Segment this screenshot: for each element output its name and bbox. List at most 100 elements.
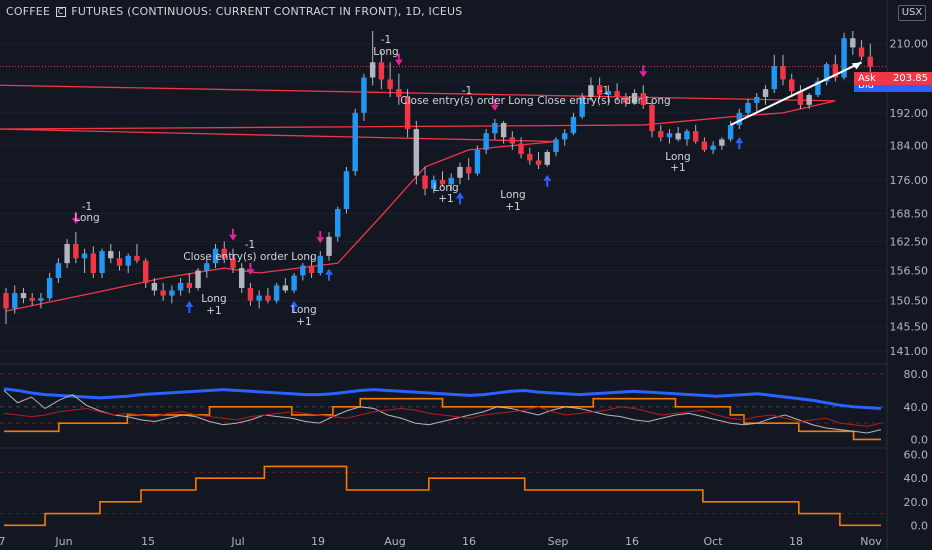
annotation-exit-count: -1 (82, 201, 92, 213)
candle-body (754, 96, 760, 103)
candle-body (282, 285, 289, 291)
candle-body (177, 282, 184, 291)
candle-body (422, 175, 428, 189)
candle-body (527, 154, 533, 161)
candle-body (815, 81, 821, 95)
candle-body (509, 137, 516, 144)
candle-body (788, 79, 795, 92)
candle-body (212, 248, 219, 264)
position-tick-label: 60.0 (904, 449, 929, 462)
time-tick-label: 15 (141, 535, 155, 548)
candle-body (483, 133, 489, 150)
oscillator-adx-line (3, 387, 882, 410)
price-tick-label: 210.00 (890, 38, 929, 51)
bid-label: Bid (858, 80, 874, 91)
strategy-signals (71, 53, 862, 314)
price-tick-label: 156.50 (890, 265, 929, 278)
candle-body (614, 91, 620, 97)
time-tick-label: 19 (311, 535, 325, 548)
annotation-exit-label: Close entry(s) order Long (537, 95, 670, 107)
annotation-exit-count: -1 (381, 34, 391, 46)
candle-body (186, 282, 193, 288)
ask-value: 203.85 (893, 73, 928, 84)
candle-body (195, 270, 201, 288)
position-tick-label: 40.0 (904, 472, 929, 485)
candle-body (81, 253, 88, 259)
candle-body (518, 143, 524, 155)
candle-body (553, 139, 559, 152)
currency-badge[interactable]: USX (898, 5, 926, 21)
candle-body (169, 290, 175, 296)
candle-body (326, 236, 332, 256)
exit-arrow-icon (490, 104, 499, 111)
candle-body (692, 131, 699, 142)
candle-body (596, 85, 603, 95)
annotation-exit-count: -1 (599, 85, 609, 97)
candle-body (99, 251, 105, 274)
symbol-name: COFFEE (6, 5, 51, 18)
candle-body (649, 104, 655, 132)
candle-body (413, 129, 420, 176)
candle-body (300, 265, 306, 276)
time-tick-label: 16 (625, 535, 639, 548)
candle-body (221, 248, 227, 259)
oscillator-dmi_minus-line (3, 406, 882, 427)
candle-body (465, 166, 472, 174)
time-tick-label: 7 (0, 535, 6, 548)
candlesticks[interactable] (3, 30, 873, 325)
candle-body (771, 66, 777, 90)
time-tick-label: Jul (230, 535, 244, 548)
time-tick-label: 16 (462, 535, 476, 548)
grid (0, 43, 932, 515)
candle-body (343, 171, 350, 209)
candle-body (457, 166, 463, 178)
annotation-exit-count: -1 (245, 239, 255, 251)
candle-body (500, 122, 507, 138)
price-tick-label: 145.50 (890, 321, 929, 334)
candle-body (142, 260, 149, 283)
oscillator-orange-line (4, 397, 881, 441)
candle-body (387, 79, 393, 90)
candle-body (64, 243, 70, 264)
candle-body (841, 38, 847, 78)
ask-label: Ask (858, 73, 876, 84)
exit-arrow-icon (228, 234, 237, 241)
annotation-entry-label: Long (201, 293, 226, 305)
candle-body (335, 208, 341, 237)
annotation-entry-count: +1 (670, 162, 685, 174)
candle-body (256, 295, 262, 301)
candle-body (588, 85, 594, 97)
trend-arrow-head-icon (851, 62, 862, 70)
candle-body (640, 93, 646, 105)
candle-body (535, 160, 542, 165)
oscillator-tick-label: 80.0 (904, 368, 929, 381)
ask-price-tag: Ask 203.85 (854, 72, 932, 85)
annotation-entry-count: +1 (206, 305, 221, 317)
candle-body (492, 122, 498, 134)
chart-title: COFFEE C FUTURES (CONTINUOUS: CURRENT CO… (6, 5, 462, 18)
candle-body (204, 263, 210, 271)
trend-arrow-line (730, 61, 862, 126)
candle-body (710, 145, 716, 150)
candle-body (378, 62, 385, 80)
candle-body (116, 258, 123, 266)
candle-body (701, 141, 708, 150)
candle-body (317, 255, 323, 274)
entry-arrow-icon (455, 192, 464, 199)
candle-body (719, 139, 725, 146)
symbol-description: FUTURES (CONTINUOUS: CURRENT CONTRACT IN… (71, 5, 463, 18)
exit-arrow-icon (639, 71, 648, 78)
price-tick-label: 141.00 (890, 345, 929, 358)
candle-body (12, 293, 18, 309)
time-tick-label: Oct (703, 535, 723, 548)
annotation-exit-label: Close entry(s) order Long (183, 251, 316, 263)
candle-body (3, 293, 9, 309)
exit-arrow-icon (316, 237, 325, 244)
candle-body (579, 96, 585, 117)
candle-body (570, 116, 577, 134)
moving-average (0, 84, 836, 312)
time-tick-label: Sep (548, 535, 569, 548)
candle-body (474, 149, 481, 174)
